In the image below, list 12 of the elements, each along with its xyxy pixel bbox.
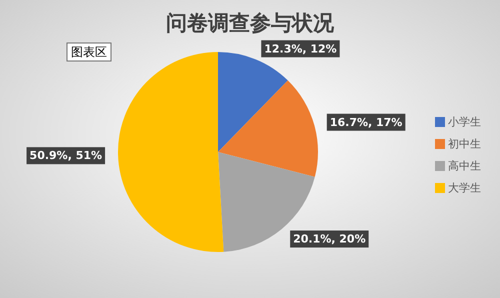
legend-label: 小学生 [448, 116, 481, 128]
chart-title: 问卷调查参与状况 [166, 11, 335, 35]
legend-label: 大学生 [448, 182, 481, 194]
text: 图表区 [71, 45, 107, 59]
data-label: 20.1%, 20% [293, 232, 366, 246]
pie-slice [118, 52, 224, 252]
pie-slice [218, 80, 318, 177]
data-label: 12.3%, 12% [264, 42, 337, 56]
data-label: 50.9%, 51% [30, 149, 102, 162]
data-label: 16.7%, 17% [330, 116, 402, 129]
legend-label: 初中生 [448, 138, 481, 150]
legend-label: 高中生 [448, 160, 481, 172]
